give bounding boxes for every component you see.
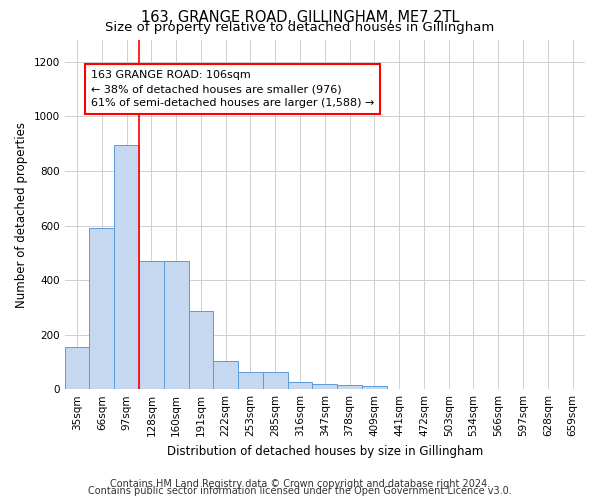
Bar: [164, 261, 188, 389]
Bar: [65, 347, 89, 389]
Bar: [238, 372, 263, 389]
Text: 163, GRANGE ROAD, GILLINGHAM, ME7 2TL: 163, GRANGE ROAD, GILLINGHAM, ME7 2TL: [141, 10, 459, 25]
Bar: [287, 382, 313, 389]
Text: 163 GRANGE ROAD: 106sqm
← 38% of detached houses are smaller (976)
61% of semi-d: 163 GRANGE ROAD: 106sqm ← 38% of detache…: [91, 70, 374, 108]
Text: Contains HM Land Registry data © Crown copyright and database right 2024.: Contains HM Land Registry data © Crown c…: [110, 479, 490, 489]
X-axis label: Distribution of detached houses by size in Gillingham: Distribution of detached houses by size …: [167, 444, 483, 458]
Bar: [139, 261, 164, 389]
Bar: [313, 384, 337, 389]
Bar: [263, 372, 287, 389]
Bar: [114, 145, 139, 389]
Bar: [214, 360, 238, 389]
Y-axis label: Number of detached properties: Number of detached properties: [15, 122, 28, 308]
Bar: [337, 385, 362, 389]
Bar: [362, 386, 387, 389]
Bar: [89, 228, 114, 389]
Text: Contains public sector information licensed under the Open Government Licence v3: Contains public sector information licen…: [88, 486, 512, 496]
Text: Size of property relative to detached houses in Gillingham: Size of property relative to detached ho…: [106, 21, 494, 34]
Bar: [188, 312, 214, 389]
